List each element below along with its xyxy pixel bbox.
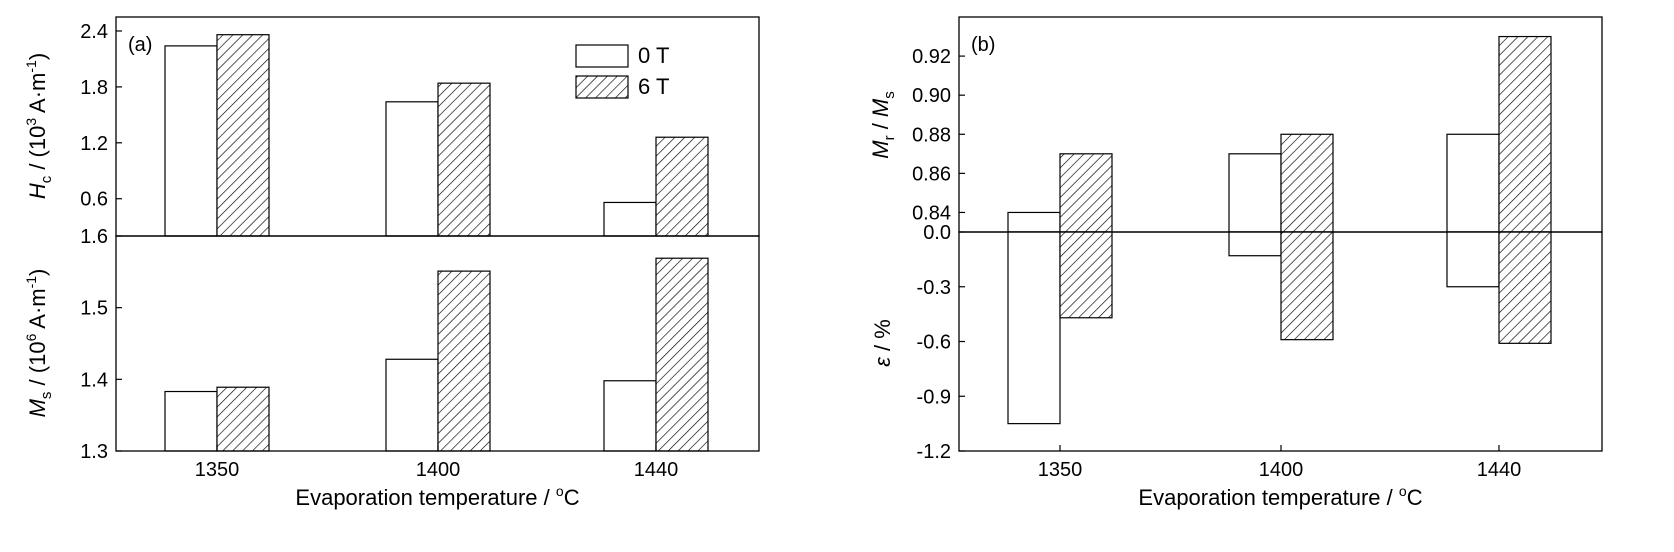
x-tick-label: 1440: [634, 459, 679, 481]
y-axis-label-mr-ms: Mr / Ms: [868, 91, 898, 159]
y-tick-label: -0.9: [917, 386, 951, 408]
x-tick-label: 1350: [1038, 459, 1083, 481]
legend-swatch-open: [575, 44, 629, 68]
y-tick-label: 0.90: [912, 85, 951, 107]
plot-frame: [958, 231, 1603, 452]
bar-0T-1400: [1228, 231, 1282, 257]
bar-6T-1400: [1280, 231, 1334, 341]
y-tick-label: 0.6: [80, 189, 108, 211]
x-axis-label: Evaporation temperature / oC: [1138, 483, 1422, 510]
y-tick-label: -0.6: [917, 332, 951, 354]
y-tick-label: 0.92: [912, 46, 951, 68]
legend: 0 T6 T: [575, 43, 669, 99]
bar-0T-1350: [164, 390, 218, 452]
x-tick-label: 1350: [195, 459, 240, 481]
plot-frame: [115, 235, 760, 452]
panel-label: (a): [128, 34, 152, 56]
y-tick-label: 1.5: [80, 298, 108, 320]
x-tick-label: 1400: [1259, 459, 1304, 481]
y-tick-label: 0.88: [912, 124, 951, 146]
bar-0T-1350: [1007, 231, 1061, 425]
bar-6T-1440: [1498, 35, 1552, 233]
x-axis-label: Evaporation temperature / oC: [295, 483, 579, 510]
panel-1-subplot-0: 0.84 0.86 0.88 0.90 0.92: [912, 16, 1603, 233]
chart-root: 0.6 1.2 1.8 2.4 1.3 1.4 1.5 1.6 1350 1400 1440 (a) E…: [23, 16, 1603, 510]
bar-0T-1440: [1446, 133, 1500, 233]
x-tick-label: 1440: [1477, 459, 1522, 481]
y-axis-label-hc: Hc / (103 A·m-1): [23, 53, 55, 199]
bar-6T-1400: [437, 82, 491, 237]
panel-1-subplot-1: 0.0 -0.3 -0.6 -0.9 -1.2 1350 1400 1440: [917, 222, 1603, 481]
y-tick-label: -1.2: [917, 441, 951, 463]
y-tick-label: 0.84: [912, 202, 951, 224]
bar-0T-1350: [164, 45, 218, 237]
y-tick-label: 1.3: [80, 441, 108, 463]
panel-0-subplot-1: 1.3 1.4 1.5 1.6 1350 1400 1440: [80, 226, 760, 481]
panel-label: (b): [971, 34, 995, 56]
bar-0T-1400: [385, 358, 439, 452]
y-tick-label: 1.8: [80, 77, 108, 99]
y-axis-label-eps: ε / %: [870, 319, 895, 367]
legend-label: 6 T: [638, 74, 669, 99]
y-tick-label: 0.0: [923, 222, 951, 244]
bar-0T-1400: [1228, 153, 1282, 233]
bar-6T-1350: [216, 34, 270, 237]
y-tick-label: 1.4: [80, 369, 108, 391]
y-axis-label-ms: Ms / (106 A·m-1): [23, 269, 55, 418]
bar-6T-1350: [1059, 153, 1113, 233]
bar-6T-1440: [655, 136, 709, 237]
bar-0T-1440: [603, 201, 657, 237]
bar-6T-1440: [655, 257, 709, 452]
legend-swatch-hatched: [575, 75, 629, 99]
bar-6T-1400: [437, 270, 491, 452]
y-tick-label: 2.4: [80, 21, 108, 43]
y-tick-label: -0.3: [917, 277, 951, 299]
bar-0T-1440: [603, 380, 657, 452]
bar-0T-1400: [385, 101, 439, 237]
bar-6T-1350: [1059, 231, 1113, 319]
legend-label: 0 T: [638, 43, 669, 68]
bar-0T-1440: [1446, 231, 1500, 288]
bar-6T-1400: [1280, 133, 1334, 233]
bar-6T-1440: [1498, 231, 1552, 344]
y-tick-label: 1.6: [80, 226, 108, 248]
bar-6T-1350: [216, 386, 270, 452]
x-tick-label: 1400: [416, 459, 461, 481]
y-tick-label: 0.86: [912, 163, 951, 185]
bar-0T-1350: [1007, 211, 1061, 233]
y-tick-label: 1.2: [80, 133, 108, 155]
